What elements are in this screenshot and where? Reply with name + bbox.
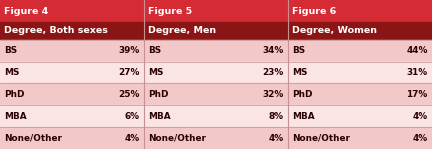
Text: MBA: MBA xyxy=(148,112,171,121)
Text: 44%: 44% xyxy=(407,46,428,55)
Text: MBA: MBA xyxy=(4,112,27,121)
Text: None/Other: None/Other xyxy=(4,134,62,143)
Text: 34%: 34% xyxy=(263,46,284,55)
Text: 39%: 39% xyxy=(118,46,140,55)
Bar xyxy=(288,105,432,127)
Text: BS: BS xyxy=(148,46,162,55)
Text: BS: BS xyxy=(4,46,17,55)
Bar xyxy=(144,40,288,62)
Text: None/Other: None/Other xyxy=(292,134,350,143)
Text: Figure 5: Figure 5 xyxy=(148,7,192,15)
Text: BS: BS xyxy=(292,46,305,55)
Text: MS: MS xyxy=(4,68,20,77)
Text: 23%: 23% xyxy=(263,68,284,77)
Text: Degree, Both sexes: Degree, Both sexes xyxy=(4,26,108,35)
Bar xyxy=(144,83,288,105)
Text: None/Other: None/Other xyxy=(148,134,206,143)
Text: 32%: 32% xyxy=(263,90,284,99)
Bar xyxy=(0,83,144,105)
Bar xyxy=(0,22,144,40)
Bar xyxy=(0,127,144,149)
Text: 27%: 27% xyxy=(118,68,140,77)
Bar xyxy=(288,127,432,149)
Text: Figure 4: Figure 4 xyxy=(4,7,48,15)
Bar xyxy=(144,127,288,149)
Bar xyxy=(0,105,144,127)
Bar xyxy=(0,62,144,83)
Text: 4%: 4% xyxy=(124,134,140,143)
Text: PhD: PhD xyxy=(4,90,25,99)
Text: MBA: MBA xyxy=(292,112,315,121)
Bar xyxy=(288,0,432,22)
Text: 4%: 4% xyxy=(413,134,428,143)
Bar xyxy=(144,0,288,22)
Text: PhD: PhD xyxy=(292,90,313,99)
Bar xyxy=(0,0,144,22)
Text: 31%: 31% xyxy=(407,68,428,77)
Bar xyxy=(288,40,432,62)
Text: Degree, Women: Degree, Women xyxy=(292,26,377,35)
Text: Degree, Men: Degree, Men xyxy=(148,26,216,35)
Text: PhD: PhD xyxy=(148,90,169,99)
Text: MS: MS xyxy=(292,68,308,77)
Bar xyxy=(288,83,432,105)
Bar xyxy=(288,22,432,40)
Bar xyxy=(288,62,432,83)
Text: MS: MS xyxy=(148,68,164,77)
Text: 25%: 25% xyxy=(118,90,140,99)
Text: 4%: 4% xyxy=(269,134,284,143)
Text: 6%: 6% xyxy=(125,112,140,121)
Bar xyxy=(144,62,288,83)
Text: 4%: 4% xyxy=(413,112,428,121)
Bar xyxy=(144,22,288,40)
Text: Figure 6: Figure 6 xyxy=(292,7,337,15)
Bar xyxy=(0,40,144,62)
Text: 8%: 8% xyxy=(269,112,284,121)
Bar xyxy=(144,105,288,127)
Text: 17%: 17% xyxy=(407,90,428,99)
